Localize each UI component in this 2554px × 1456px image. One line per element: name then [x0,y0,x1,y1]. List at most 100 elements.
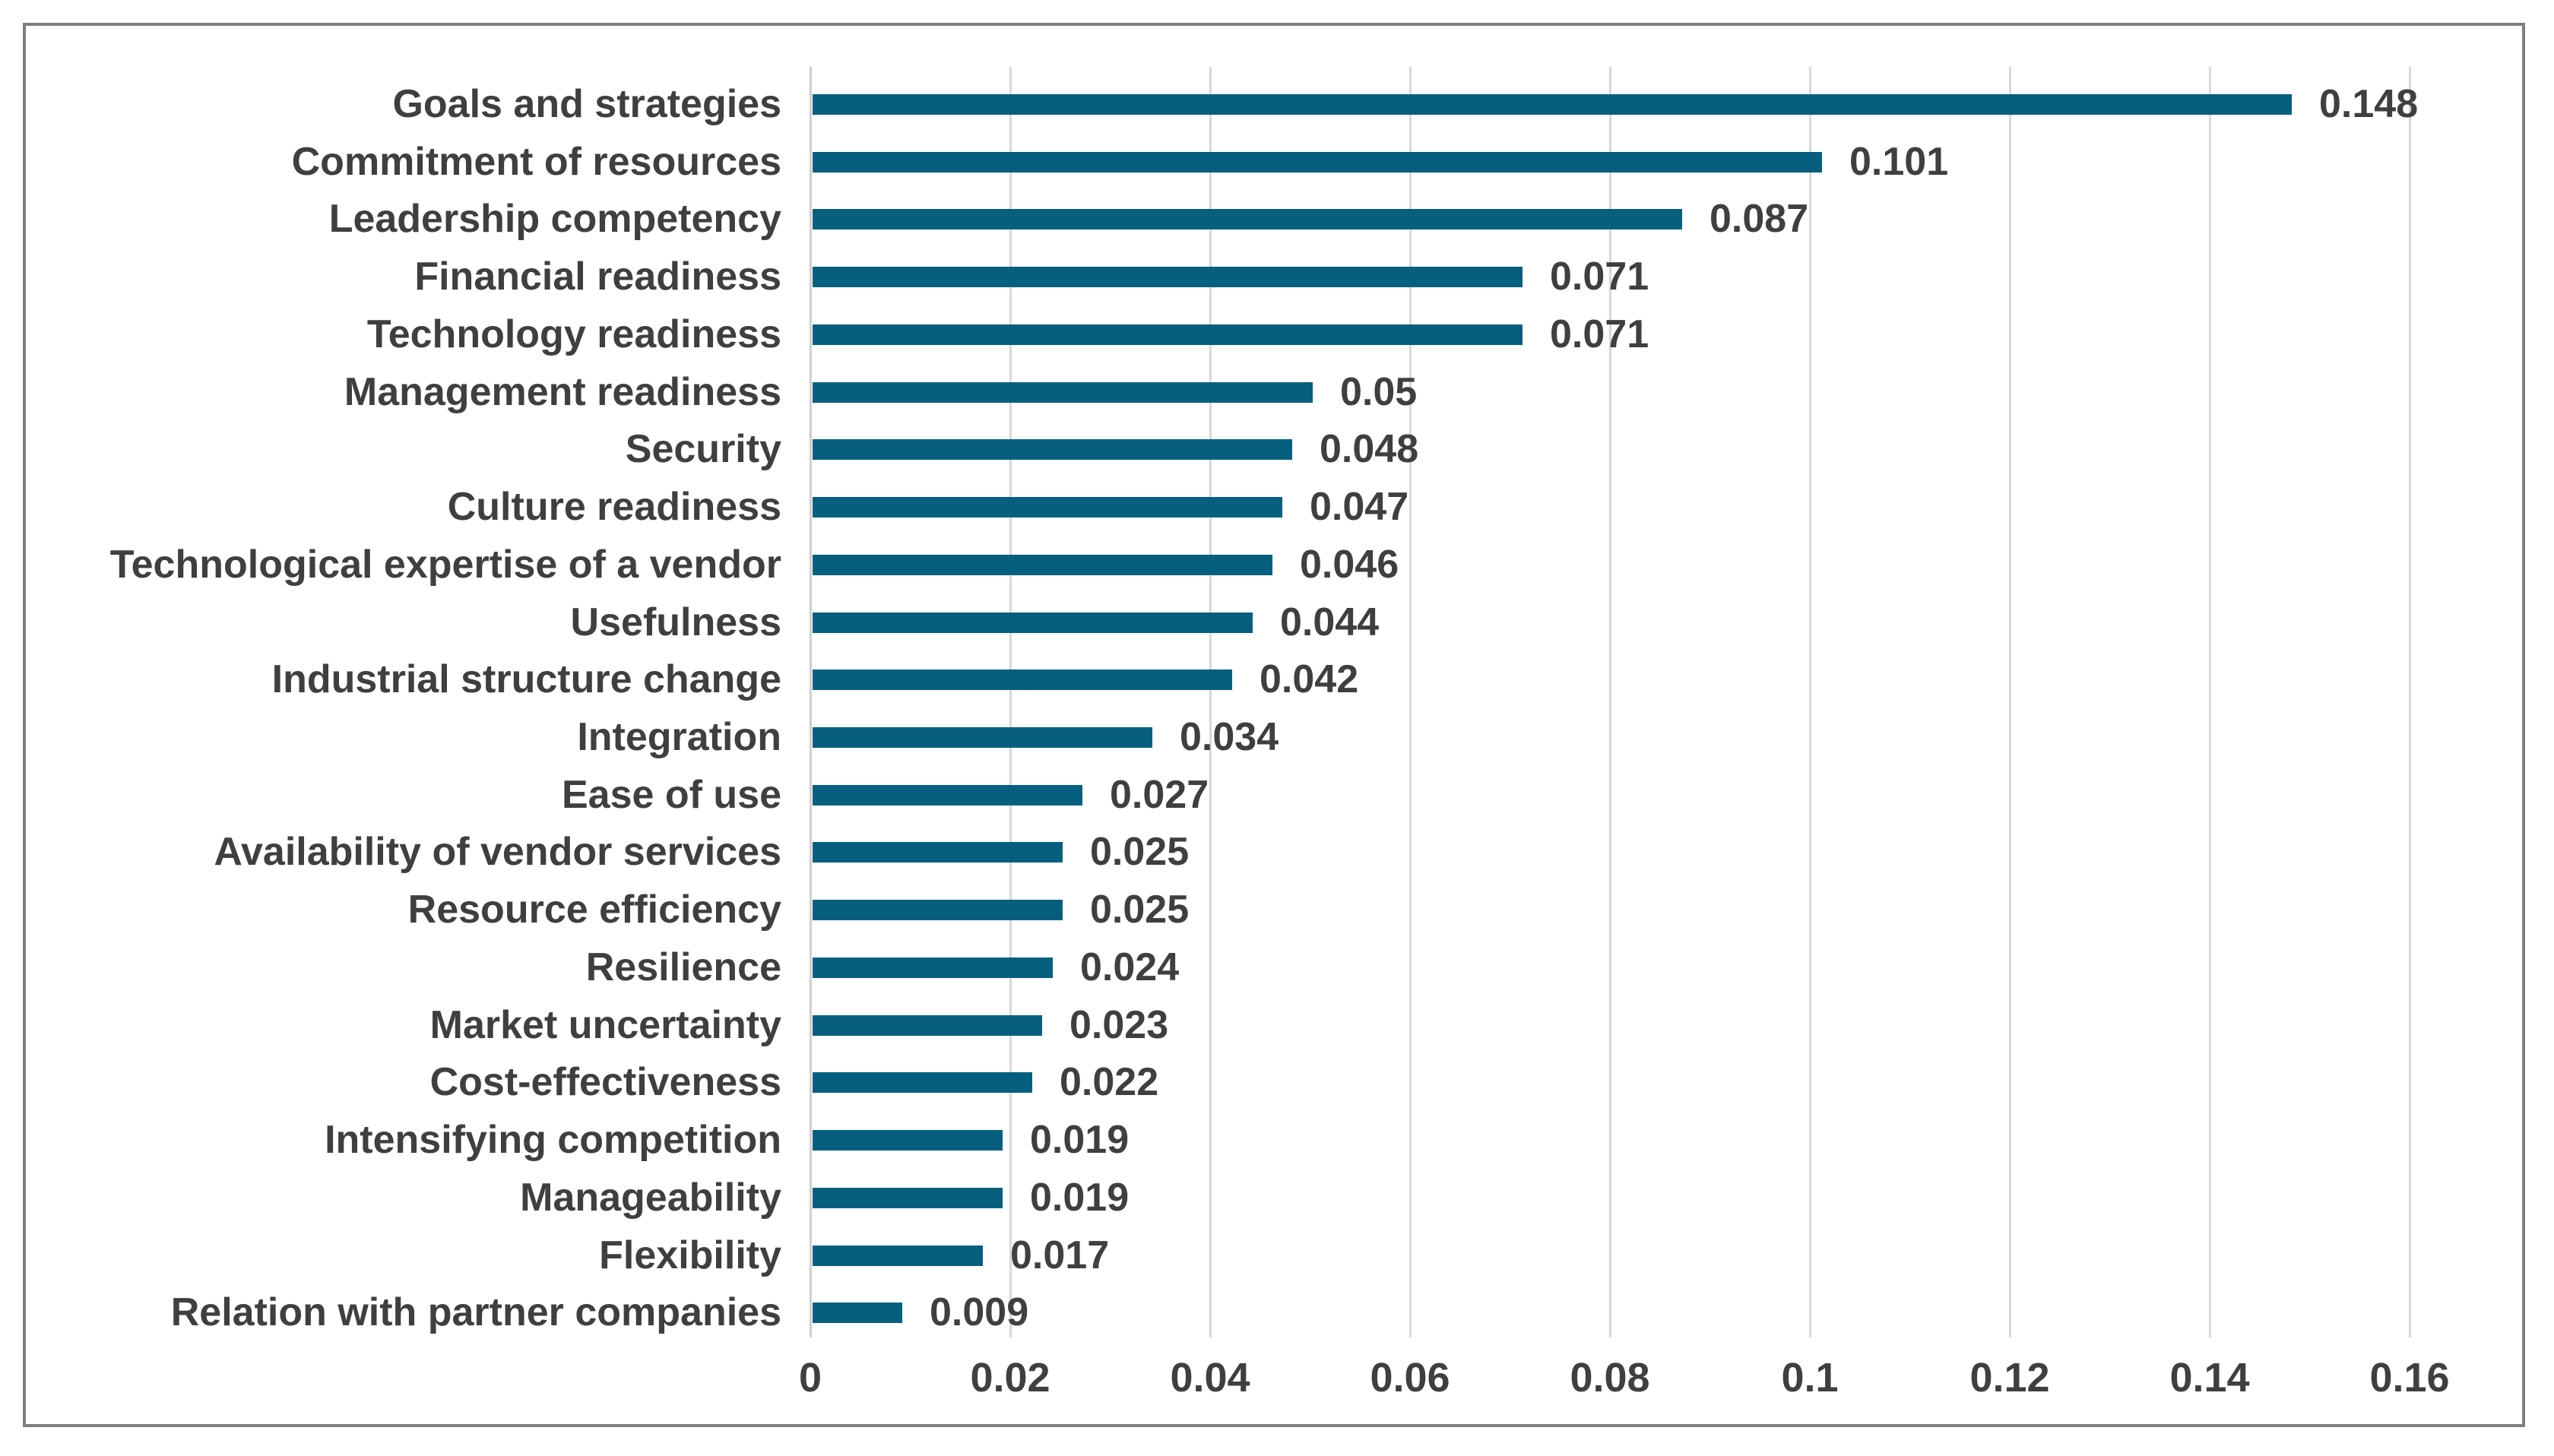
value-label: 0.042 [1260,657,1359,701]
chart-row: Intensifying competition 0.019 [23,1111,2525,1169]
gridline [1009,67,1012,1337]
gridline [1409,67,1412,1337]
bar [813,899,1063,920]
category-label: Leadership competency [328,197,781,241]
x-tick-label: 0.02 [970,1355,1050,1401]
bar [813,1245,983,1266]
category-label: Resilience [585,945,781,989]
chart-row: Leadership competency 0.087 [23,190,2525,248]
x-tick-label: 0.16 [2369,1355,2450,1401]
chart-row: Financial readiness 0.071 [23,248,2525,305]
bar [813,957,1053,978]
value-label: 0.034 [1180,715,1279,759]
value-label: 0.044 [1280,600,1380,644]
gridline [810,67,812,1337]
bar [813,266,1523,287]
category-label: Integration [577,715,781,759]
bar [813,1014,1042,1036]
category-label: Commitment of resources [291,140,781,184]
category-label: Technological expertise of a vendor [109,543,781,587]
bar [813,841,1063,863]
x-tick-label: 0.08 [1570,1355,1650,1401]
x-tick-label: 0.14 [2169,1355,2250,1401]
category-label: Management readiness [344,370,781,414]
category-label: Cost-effectiveness [429,1060,781,1104]
chart-row: Goals and strategies 0.148 [23,75,2525,133]
gridline [1809,67,1811,1337]
value-label: 0.025 [1090,830,1190,874]
category-label: Manageability [520,1176,781,1220]
value-label: 0.025 [1090,888,1190,932]
category-label: Industrial structure change [271,657,781,701]
value-label: 0.087 [1710,197,1809,241]
value-label: 0.017 [1010,1233,1110,1277]
category-label: Market uncertainty [429,1003,781,1047]
chart-row: Availability of vendor services 0.025 [23,823,2525,881]
chart-frame [23,23,2525,1427]
bar [813,1302,902,1323]
category-label: Usefulness [570,600,781,644]
bar [813,438,1292,460]
gridline [1609,67,1611,1337]
category-label: Flexibility [599,1233,781,1277]
bar [813,208,1682,229]
bar [813,1187,1003,1208]
category-label: Availability of vendor services [214,830,781,874]
value-label: 0.071 [1550,312,1649,356]
value-label: 0.05 [1340,370,1418,414]
category-label: Technology readiness [366,312,781,356]
x-tick-label: 0.04 [1170,1355,1250,1401]
value-label: 0.009 [930,1290,1029,1334]
chart-row: Ease of use 0.027 [23,766,2525,824]
category-label: Financial readiness [414,255,781,299]
bar [813,496,1282,518]
bar [813,784,1082,806]
bar [813,554,1272,575]
gridline [2209,67,2211,1337]
chart-row: Market uncertainty 0.023 [23,996,2525,1054]
chart-row: Relation with partner companies 0.009 [23,1283,2525,1341]
x-tick-label: 0.06 [1370,1355,1450,1401]
chart-row: Management readiness 0.05 [23,363,2525,421]
category-label: Ease of use [561,773,781,817]
value-label: 0.019 [1030,1118,1130,1162]
value-label: 0.047 [1310,485,1409,529]
category-label: Relation with partner companies [170,1290,781,1334]
value-label: 0.023 [1069,1003,1169,1047]
gridline [2409,67,2411,1337]
chart-row: Cost-effectiveness 0.022 [23,1053,2525,1111]
bar [813,726,1152,748]
category-label: Goals and strategies [392,82,781,126]
chart-row: Security 0.048 [23,420,2525,478]
chart-row: Technological expertise of a vendor 0.046 [23,536,2525,593]
chart-row: Culture readiness 0.047 [23,478,2525,536]
x-tick-label: 0 [798,1355,822,1401]
chart-row: Resilience 0.024 [23,938,2525,996]
x-tick-label: 0.12 [1969,1355,2050,1401]
value-label: 0.071 [1550,255,1649,299]
bar [813,151,1822,173]
value-label: 0.022 [1060,1060,1159,1104]
value-label: 0.027 [1110,773,1209,817]
bar [813,324,1523,345]
chart-row: Commitment of resources 0.101 [23,133,2525,191]
bar [813,1071,1032,1093]
chart-row: Resource efficiency 0.025 [23,881,2525,938]
chart-row: Technology readiness 0.071 [23,305,2525,363]
value-label: 0.048 [1320,427,1419,471]
value-label: 0.019 [1030,1176,1130,1220]
bar [813,1129,1003,1151]
chart-row: Flexibility 0.017 [23,1227,2525,1284]
gridline [2009,67,2011,1337]
bar [813,612,1253,633]
chart-row: Industrial structure change 0.042 [23,650,2525,708]
category-label: Intensifying competition [325,1118,781,1162]
value-label: 0.046 [1300,543,1399,587]
category-label: Security [625,427,781,471]
chart-row: Manageability 0.019 [23,1169,2525,1227]
chart-row: Usefulness 0.044 [23,593,2525,651]
category-label: Resource efficiency [407,888,781,932]
bar [813,381,1313,403]
value-label: 0.024 [1080,945,1180,989]
